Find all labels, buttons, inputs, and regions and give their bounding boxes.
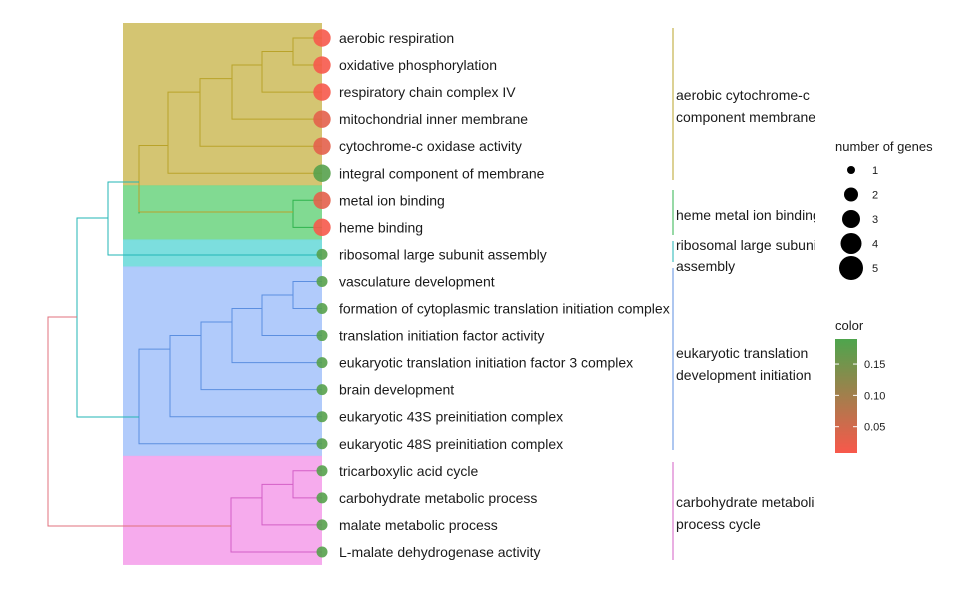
size-legend-key xyxy=(839,256,863,280)
term-label: tricarboxylic acid cycle xyxy=(339,463,478,479)
size-legend-key xyxy=(842,210,860,228)
term-label: integral component of membrane xyxy=(339,165,545,181)
size-legend-key xyxy=(840,233,862,254)
tree-branch xyxy=(200,321,322,391)
term-node xyxy=(316,411,328,423)
term-label: oxidative phosphorylation xyxy=(339,57,497,73)
cluster-label: process cycle xyxy=(676,516,761,532)
cluster-band-5 xyxy=(123,455,322,565)
color-legend-label: 0.10 xyxy=(864,390,885,402)
size-legend-label: 4 xyxy=(872,239,878,251)
term-node xyxy=(313,110,331,128)
cluster-label: carbohydrate metabolic xyxy=(676,494,822,510)
tree-branch xyxy=(138,348,322,445)
size-legend-label: 3 xyxy=(872,214,878,226)
size-legend-key xyxy=(844,187,858,202)
term-node xyxy=(316,248,328,260)
term-node xyxy=(313,137,331,155)
cluster-label: development initiation xyxy=(676,367,811,383)
term-node xyxy=(316,330,328,342)
term-node xyxy=(313,29,331,47)
tree-branch xyxy=(231,308,322,364)
term-label: ribosomal large subunit assembly xyxy=(339,246,547,262)
size-legend-label: 2 xyxy=(872,190,878,202)
term-node xyxy=(316,438,328,450)
tree-branch xyxy=(230,497,322,553)
size-legend-label: 1 xyxy=(872,165,878,177)
tree-branch xyxy=(47,316,231,527)
tree-branch xyxy=(167,91,322,174)
tree-branch xyxy=(261,51,322,93)
term-label: eukaryotic 43S preinitiation complex xyxy=(339,409,563,425)
tree-branch xyxy=(231,64,322,120)
term-node xyxy=(316,384,328,396)
term-label: formation of cytoplasmic translation ini… xyxy=(339,301,670,317)
term-node xyxy=(316,492,328,504)
term-label: respiratory chain complex IV xyxy=(339,84,516,100)
term-node xyxy=(316,303,328,314)
term-node xyxy=(313,56,331,74)
term-node xyxy=(313,164,331,182)
color-legend-label: 0.15 xyxy=(864,359,885,371)
size-legend-label: 5 xyxy=(872,263,878,275)
tree-branch xyxy=(261,483,322,526)
size-legend-key xyxy=(847,166,855,174)
term-node xyxy=(313,218,331,237)
term-label: aerobic respiration xyxy=(339,30,454,46)
term-label: L-malate dehydrogenase activity xyxy=(339,544,541,560)
cluster-band-3 xyxy=(123,239,322,268)
term-label: malate metabolic process xyxy=(339,517,498,533)
term-label: metal ion binding xyxy=(339,192,445,208)
term-node xyxy=(313,83,331,101)
cluster-band-2 xyxy=(123,185,322,241)
cluster-band-4 xyxy=(123,266,322,457)
term-label: translation initiation factor activity xyxy=(339,328,544,344)
color-legend-title: color xyxy=(835,318,864,333)
term-label: cytochrome-c oxidase activity xyxy=(339,138,522,154)
term-label: heme binding xyxy=(339,219,423,235)
term-node xyxy=(316,546,328,558)
color-legend-label: 0.05 xyxy=(864,422,885,434)
cluster-band-1 xyxy=(123,23,322,187)
cluster-label: eukaryotic translation xyxy=(676,345,808,361)
term-label: mitochondrial inner membrane xyxy=(339,111,528,127)
term-label: vasculature development xyxy=(339,273,495,289)
term-label: eukaryotic 48S preinitiation complex xyxy=(339,436,563,452)
cluster-label: component membrane xyxy=(676,109,816,125)
tree-branch xyxy=(292,199,322,228)
tree-branch xyxy=(261,294,322,337)
size-legend-title: number of genes xyxy=(835,139,933,154)
term-node xyxy=(316,519,328,531)
term-node xyxy=(313,191,331,209)
color-legend-bar xyxy=(835,339,857,453)
cluster-label: heme metal ion binding xyxy=(676,207,821,223)
tree-branch xyxy=(169,335,322,418)
cluster-label: assembly xyxy=(676,258,735,274)
term-node xyxy=(316,275,328,287)
term-node xyxy=(316,357,328,369)
tree-branch xyxy=(138,145,293,213)
term-label: eukaryotic translation initiation factor… xyxy=(339,355,633,371)
cluster-label: aerobic cytochrome-c xyxy=(676,87,810,103)
term-label: brain development xyxy=(339,382,454,398)
term-node xyxy=(316,465,328,477)
term-label: carbohydrate metabolic process xyxy=(339,490,537,506)
cluster-label: ribosomal large subunit xyxy=(676,237,821,253)
tree-branch xyxy=(199,78,322,147)
